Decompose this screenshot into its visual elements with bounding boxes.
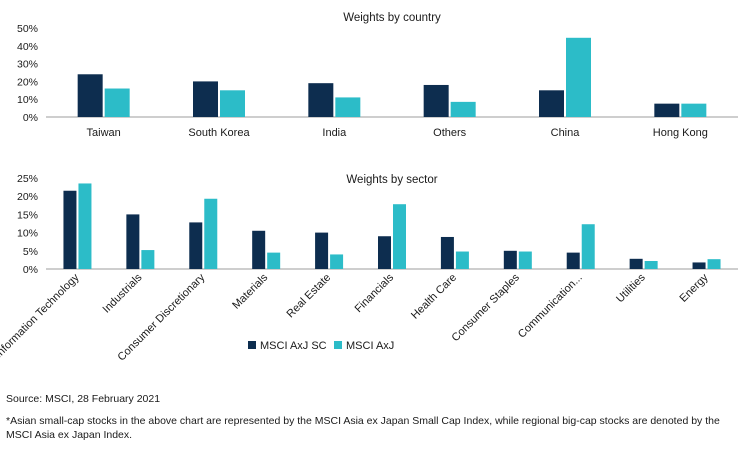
y-tick-label: 10% [17, 228, 38, 240]
sector-chart: Weights by sector 0% 5% 10% 15% 20% 25% Informa… [0, 173, 738, 364]
bar [220, 90, 245, 117]
x-tick-label: Health Care [409, 272, 459, 322]
bar [315, 232, 329, 269]
bar [63, 190, 77, 269]
sector-chart-title: Weights by sector [346, 174, 437, 186]
legend-label: MSCI AxJ [346, 340, 394, 352]
x-tick-label: Financials [353, 271, 397, 315]
x-tick-label: Real Estate [285, 272, 334, 321]
source-note: Source: MSCI, 28 February 2021 [6, 393, 161, 405]
bar [204, 198, 218, 269]
bar [141, 250, 155, 269]
bar [654, 103, 680, 117]
bar [78, 183, 92, 269]
bar [104, 88, 130, 117]
bar [308, 83, 334, 117]
bar [692, 262, 706, 269]
bar [440, 236, 454, 269]
bar [393, 204, 406, 269]
x-tick-label: Others [433, 127, 467, 139]
bar [707, 259, 721, 269]
y-tick-label: 10% [17, 94, 38, 106]
y-tick-label: 15% [17, 209, 38, 221]
x-tick-label: India [322, 127, 347, 139]
y-tick-label: 5% [23, 246, 38, 258]
bar [77, 74, 103, 117]
charts-canvas: Weights by country 0% 10% 20% 30% 40% 50% Taiwa… [0, 12, 738, 364]
bar [503, 250, 517, 269]
y-tick-label: 0% [23, 112, 38, 124]
x-tick-label: Energy [678, 271, 711, 304]
legend-swatch [248, 341, 256, 349]
x-tick-label: Information Technology [0, 271, 82, 360]
bar [539, 90, 564, 117]
bar [629, 258, 643, 269]
bar [423, 84, 449, 117]
y-tick-label: 50% [17, 23, 38, 35]
x-tick-label: China [551, 127, 581, 139]
bar [267, 252, 281, 269]
legend-swatch [334, 341, 342, 349]
x-tick-label: Industrials [101, 271, 145, 315]
bar [189, 222, 203, 269]
bar [566, 252, 580, 269]
y-tick-label: 25% [17, 173, 38, 185]
bar [566, 37, 591, 117]
bar [378, 236, 391, 269]
bar [450, 101, 476, 117]
bar [330, 254, 344, 269]
x-tick-label: Communication... [516, 272, 585, 341]
bar [193, 81, 218, 117]
bar [518, 251, 532, 269]
bar [252, 230, 266, 269]
bar [581, 224, 595, 269]
y-tick-label: 30% [17, 59, 38, 71]
x-tick-label: Hong Kong [653, 127, 708, 139]
footnote: *Asian small-cap stocks in the above cha… [6, 415, 720, 441]
bar [335, 97, 361, 117]
x-tick-label: South Korea [188, 127, 250, 139]
bar [126, 214, 140, 269]
y-tick-label: 40% [17, 41, 38, 53]
x-tick-label: Materials [230, 271, 270, 311]
country-chart: Weights by country 0% 10% 20% 30% 40% 50% Taiwa… [17, 12, 738, 139]
y-tick-label: 0% [23, 264, 38, 276]
y-tick-label: 20% [17, 76, 38, 88]
y-tick-label: 20% [17, 191, 38, 203]
country-chart-title: Weights by country [343, 12, 441, 24]
x-tick-label: Taiwan [87, 127, 121, 139]
x-tick-label: Utilities [614, 271, 648, 305]
x-tick-label: Consumer Staples [449, 271, 522, 344]
legend: MSCI AxJ SC MSCI AxJ [248, 340, 394, 352]
legend-label: MSCI AxJ SC [260, 340, 327, 352]
bar [455, 251, 469, 269]
bar [681, 103, 707, 117]
bar [644, 260, 658, 269]
